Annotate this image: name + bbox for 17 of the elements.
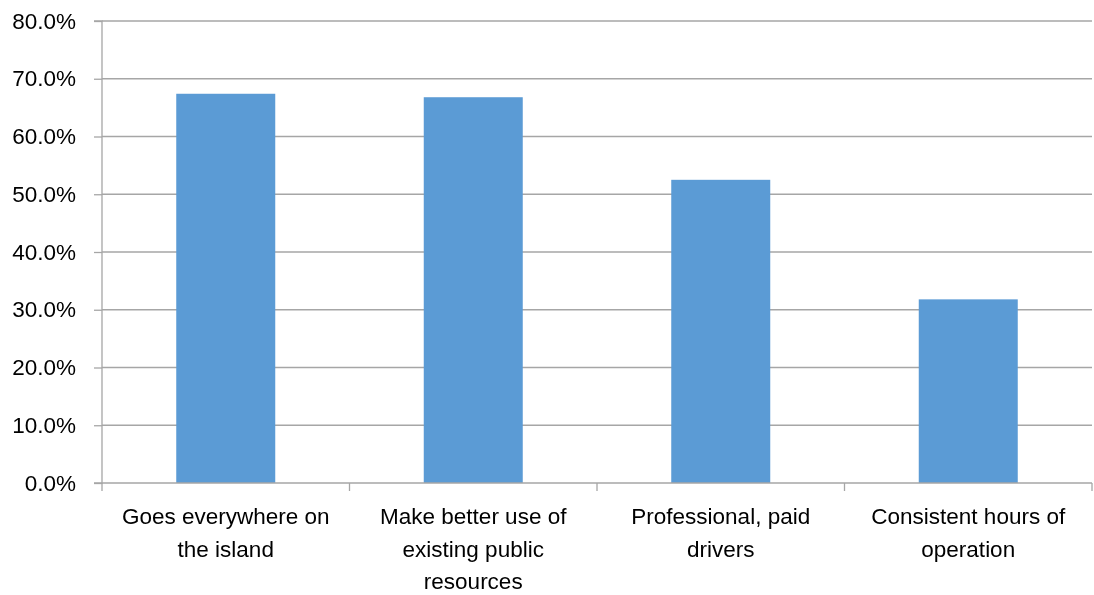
y-tick-label: 10.0% xyxy=(12,412,76,438)
bar xyxy=(671,179,771,483)
y-tick-label: 70.0% xyxy=(12,66,76,92)
x-tick-label: Consistent hours of operation xyxy=(871,504,1066,562)
y-tick-label: 30.0% xyxy=(12,297,76,323)
y-tick-label: 60.0% xyxy=(12,124,76,150)
x-tick-label: Make better use of existing public resources xyxy=(380,504,568,595)
y-tick-label: 0.0% xyxy=(24,470,76,496)
x-tick-label: Professional, paid drivers xyxy=(631,504,811,562)
bar xyxy=(918,299,1018,483)
y-tick-label: 50.0% xyxy=(12,181,76,207)
y-tick-label: 80.0% xyxy=(12,8,76,34)
y-tick-label: 40.0% xyxy=(12,239,76,265)
x-tick-label: Goes everywhere on the island xyxy=(121,504,330,562)
bar xyxy=(176,93,276,483)
y-tick-label: 20.0% xyxy=(12,355,76,381)
bar xyxy=(423,97,523,483)
